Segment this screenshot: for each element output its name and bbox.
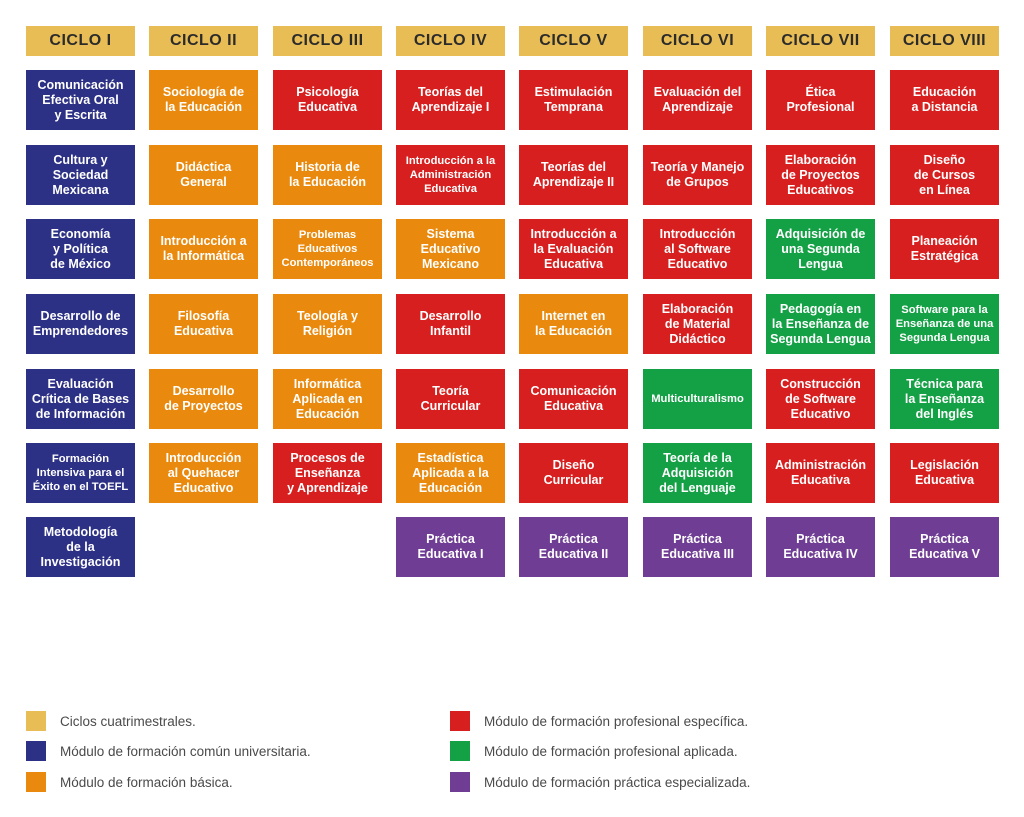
legend-label: Módulo de formación profesional específi… xyxy=(484,713,749,729)
legend-item: Ciclos cuatrimestrales. xyxy=(26,711,196,731)
course-cell: Introducción a la Administración Educati… xyxy=(396,145,505,205)
course-cell: Didáctica General xyxy=(149,145,258,205)
course-cell: Evaluación del Aprendizaje xyxy=(643,70,752,130)
course-cell: Desarrollo Infantil xyxy=(396,294,505,354)
legend-label: Módulo de formación práctica especializa… xyxy=(484,774,751,790)
legend-item: Módulo de formación profesional específi… xyxy=(450,711,748,731)
legend-item: Módulo de formación profesional aplicada… xyxy=(450,741,738,761)
legend-swatch xyxy=(450,711,470,731)
course-cell: Desarrollo de Proyectos xyxy=(149,369,258,429)
course-cell: Metodología de la Investigación xyxy=(26,517,135,577)
legend-label: Ciclos cuatrimestrales. xyxy=(60,713,196,729)
course-cell: Administración Educativa xyxy=(766,443,875,503)
course-cell: Informática Aplicada en Educación xyxy=(273,369,382,429)
legend-swatch xyxy=(26,711,46,731)
cycle-header: CICLO VIII xyxy=(890,26,999,56)
course-cell: Teoría de la Adquisición del Lenguaje xyxy=(643,443,752,503)
course-cell: Comunicación Efectiva Oral y Escrita xyxy=(26,70,135,130)
legend-item: Módulo de formación práctica especializa… xyxy=(450,772,750,792)
course-cell: Filosofía Educativa xyxy=(149,294,258,354)
course-cell: Formación Intensiva para el Éxito en el … xyxy=(26,443,135,503)
course-cell: Procesos de Enseñanza y Aprendizaje xyxy=(273,443,382,503)
course-cell: Software para la Enseñanza de una Segund… xyxy=(890,294,999,354)
course-cell: Teología y Religión xyxy=(273,294,382,354)
cycle-header: CICLO VII xyxy=(766,26,875,56)
cycle-header: CICLO II xyxy=(149,26,258,56)
course-cell: Internet en la Educación xyxy=(519,294,628,354)
course-cell: Estimulación Temprana xyxy=(519,70,628,130)
course-cell: Construcción de Software Educativo xyxy=(766,369,875,429)
cycle-header: CICLO III xyxy=(273,26,382,56)
course-cell: Desarrollo de Emprendedores xyxy=(26,294,135,354)
course-cell: Introducción al Software Educativo xyxy=(643,219,752,279)
course-cell: Teorías del Aprendizaje II xyxy=(519,145,628,205)
legend-label: Módulo de formación básica. xyxy=(60,774,233,790)
course-cell: Estadística Aplicada a la Educación xyxy=(396,443,505,503)
course-cell: Legislación Educativa xyxy=(890,443,999,503)
course-cell: Comunicación Educativa xyxy=(519,369,628,429)
course-cell: Sistema Educativo Mexicano xyxy=(396,219,505,279)
course-cell: Cultura y Sociedad Mexicana xyxy=(26,145,135,205)
course-cell: Práctica Educativa I xyxy=(396,517,505,577)
course-cell: Práctica Educativa III xyxy=(643,517,752,577)
cycle-header: CICLO I xyxy=(26,26,135,56)
course-cell: Evaluación Crítica de Bases de Informaci… xyxy=(26,369,135,429)
legend-swatch xyxy=(26,741,46,761)
course-cell: Historia de la Educación xyxy=(273,145,382,205)
legend-label: Módulo de formación común universitaria. xyxy=(60,743,311,759)
course-cell: Problemas Educativos Contemporáneos xyxy=(273,219,382,279)
course-cell: Diseño Curricular xyxy=(519,443,628,503)
cycle-header: CICLO VI xyxy=(643,26,752,56)
course-cell: Práctica Educativa II xyxy=(519,517,628,577)
course-cell: Introducción a la Informática xyxy=(149,219,258,279)
legend-label: Módulo de formación profesional aplicada… xyxy=(484,743,738,759)
course-cell: Introducción al Quehacer Educativo xyxy=(149,443,258,503)
course-cell: Ética Profesional xyxy=(766,70,875,130)
course-cell: Educación a Distancia xyxy=(890,70,999,130)
legend-swatch xyxy=(450,741,470,761)
course-cell: Multiculturalismo xyxy=(643,369,752,429)
course-cell: Elaboración de Proyectos Educativos xyxy=(766,145,875,205)
course-cell: Teoría y Manejo de Grupos xyxy=(643,145,752,205)
course-cell: Psicología Educativa xyxy=(273,70,382,130)
course-cell: Práctica Educativa V xyxy=(890,517,999,577)
course-cell: Teoría Curricular xyxy=(396,369,505,429)
cycle-header: CICLO V xyxy=(519,26,628,56)
cycle-header: CICLO IV xyxy=(396,26,505,56)
legend-swatch xyxy=(26,772,46,792)
course-cell: Elaboración de Material Didáctico xyxy=(643,294,752,354)
legend-swatch xyxy=(450,772,470,792)
course-cell: Teorías del Aprendizaje I xyxy=(396,70,505,130)
course-cell: Diseño de Cursos en Línea xyxy=(890,145,999,205)
course-cell: Práctica Educativa IV xyxy=(766,517,875,577)
course-cell: Economía y Política de México xyxy=(26,219,135,279)
legend-item: Módulo de formación común universitaria. xyxy=(26,741,311,761)
course-cell: Sociología de la Educación xyxy=(149,70,258,130)
course-cell: Planeación Estratégica xyxy=(890,219,999,279)
course-cell: Introducción a la Evaluación Educativa xyxy=(519,219,628,279)
course-cell: Adquisición de una Segunda Lengua xyxy=(766,219,875,279)
legend-item: Módulo de formación básica. xyxy=(26,772,233,792)
course-cell: Técnica para la Enseñanza del Inglés xyxy=(890,369,999,429)
course-cell: Pedagogía en la Enseñanza de Segunda Len… xyxy=(766,294,875,354)
